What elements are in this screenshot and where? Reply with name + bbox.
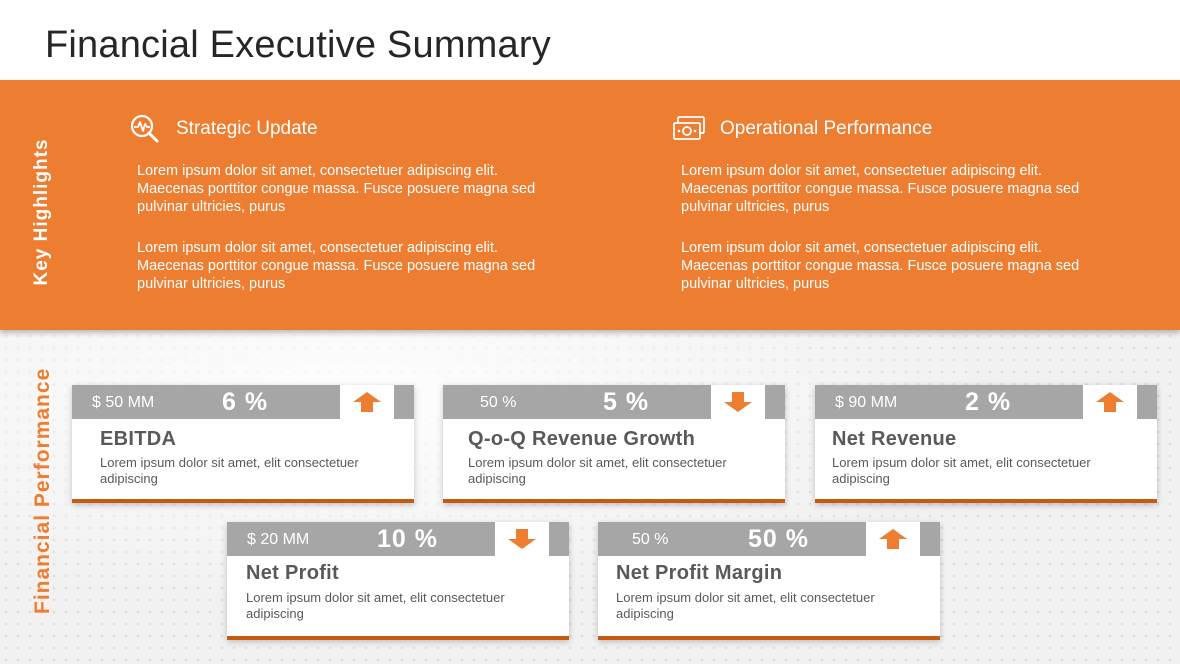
card-amount: 50 % xyxy=(632,531,669,548)
card-amount: $ 20 MM xyxy=(247,531,310,548)
card-title: Net Profit xyxy=(246,562,339,584)
strategic-update-paragraph: Lorem ipsum dolor sit amet, consectetuer… xyxy=(137,240,536,292)
card-description: Lorem ipsum dolor sit amet, elit consect… xyxy=(100,455,359,486)
metric-card-net-profit: $ 20 MM 10 % Net Profit Lorem ipsum dolo… xyxy=(227,522,569,640)
strategic-update-column: Strategic Update Lorem ipsum dolor sit a… xyxy=(128,112,548,293)
card-header: 50 % 50 % xyxy=(598,522,940,556)
card-description: Lorem ipsum dolor sit amet, elit consect… xyxy=(832,455,1091,486)
arrow-up-icon xyxy=(340,385,394,419)
metric-card-net-revenue: $ 90 MM 2 % Net Revenue Lorem ipsum dolo… xyxy=(815,385,1157,503)
page-title: Financial Executive Summary xyxy=(45,24,551,66)
card-header: 50 % 5 % xyxy=(443,385,785,419)
operational-performance-paragraph: Lorem ipsum dolor sit amet, consectetuer… xyxy=(681,163,1080,215)
arrow-down-icon xyxy=(711,385,765,419)
magnifier-chart-icon xyxy=(128,112,162,146)
operational-performance-header: Operational Performance xyxy=(672,112,1092,146)
card-description: Lorem ipsum dolor sit amet, elit consect… xyxy=(468,455,727,486)
strategic-update-paragraph: Lorem ipsum dolor sit amet, consectetuer… xyxy=(137,163,536,215)
card-title: Net Profit Margin xyxy=(616,562,783,584)
card-amount: $ 90 MM xyxy=(835,394,898,411)
metric-card-qoq-revenue-growth: 50 % 5 % Q-o-Q Revenue Growth Lorem ipsu… xyxy=(443,385,785,503)
metric-card-net-profit-margin: 50 % 50 % Net Profit Margin Lorem ipsum … xyxy=(598,522,940,640)
operational-performance-title: Operational Performance xyxy=(720,118,933,139)
card-percent: 6 % xyxy=(222,388,269,416)
strategic-update-header: Strategic Update xyxy=(128,112,548,146)
card-title: Net Revenue xyxy=(832,428,957,450)
cash-icon xyxy=(672,112,706,146)
card-percent: 50 % xyxy=(748,525,809,553)
card-percent: 2 % xyxy=(965,388,1012,416)
arrow-up-icon xyxy=(1083,385,1137,419)
title-bar: Financial Executive Summary xyxy=(0,0,1180,80)
key-highlights-panel xyxy=(0,80,1180,330)
operational-performance-paragraph: Lorem ipsum dolor sit amet, consectetuer… xyxy=(681,240,1080,292)
card-percent: 5 % xyxy=(603,388,650,416)
financial-performance-label: Financial Performance xyxy=(31,367,54,614)
key-highlights-label: Key Highlights xyxy=(31,138,52,286)
card-title: Q-o-Q Revenue Growth xyxy=(468,428,696,450)
card-description: Lorem ipsum dolor sit amet, elit consect… xyxy=(616,590,875,621)
card-title: EBITDA xyxy=(100,428,177,450)
card-description: Lorem ipsum dolor sit amet, elit consect… xyxy=(246,590,505,621)
card-percent: 10 % xyxy=(377,525,438,553)
card-amount: $ 50 MM xyxy=(92,394,155,411)
operational-performance-column: Operational Performance Lorem ipsum dolo… xyxy=(672,112,1092,293)
metric-card-ebitda: $ 50 MM 6 % EBITDA Lorem ipsum dolor sit… xyxy=(72,385,414,503)
card-amount: 50 % xyxy=(480,394,517,411)
card-header: $ 90 MM 2 % xyxy=(815,385,1157,419)
card-header: $ 50 MM 6 % xyxy=(72,385,414,419)
card-header: $ 20 MM 10 % xyxy=(227,522,569,556)
strategic-update-title: Strategic Update xyxy=(176,118,318,139)
arrow-down-icon xyxy=(495,522,549,556)
arrow-up-icon xyxy=(866,522,920,556)
